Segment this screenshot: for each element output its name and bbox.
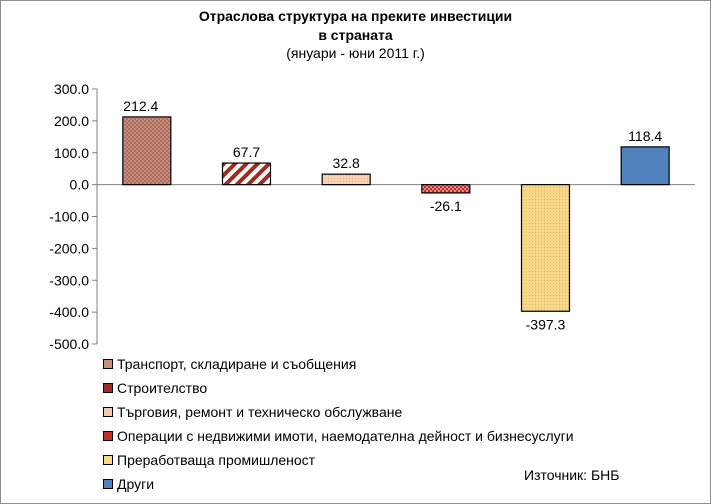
legend-label: Операции с недвижими имоти, наемодателна… [117, 428, 574, 444]
bar [122, 116, 172, 186]
data-label: 67.7 [233, 144, 260, 160]
chart-subtitle: (януари - юни 2011 г.) [286, 45, 425, 61]
legend-label: Търговия, ремонт и техническо обслужване [117, 404, 403, 420]
legend-item: Преработваща промишленост [103, 448, 574, 472]
legend-label: Транспорт, складиране и съобщения [117, 356, 357, 372]
data-label: -397.3 [526, 316, 566, 332]
legend-label: Преработваща промишленост [117, 452, 316, 468]
chart-title-line-2: в страната [318, 27, 393, 43]
chart-legend: Транспорт, складиране и съобщения Строите… [103, 352, 574, 496]
legend-swatch [103, 479, 113, 489]
y-tick-label: -500.0 [49, 336, 89, 352]
legend-swatch [103, 431, 113, 441]
y-tick-label: 200.0 [54, 113, 89, 129]
source-note: Източник: БНБ [524, 467, 620, 483]
chart-title: Отраслова структура на преките инвестици… [198, 8, 513, 24]
bar [421, 184, 471, 194]
data-label: 118.4 [628, 128, 662, 144]
bar [321, 173, 371, 186]
legend-label: Други [117, 476, 155, 492]
legend-item: Транспорт, складиране и съобщения [103, 352, 574, 376]
legend-swatch [103, 383, 113, 393]
bar [221, 162, 272, 186]
data-label: -26.1 [430, 198, 462, 214]
y-tick-label: -200.0 [49, 240, 89, 256]
y-tick-label: 300.0 [54, 81, 89, 97]
data-label: 32.8 [333, 155, 360, 171]
legend-swatch [103, 407, 113, 417]
legend-item: Други [103, 472, 574, 496]
y-tick-label: -300.0 [49, 272, 89, 288]
legend-item: Търговия, ремонт и техническо обслужване [103, 400, 574, 424]
legend-item: Операции с недвижими имоти, наемодателна… [103, 424, 574, 448]
legend-item: Строителство [103, 376, 574, 400]
y-tick-label: 0.0 [70, 177, 90, 193]
y-tick-label: 100.0 [54, 145, 89, 161]
bar [620, 146, 670, 186]
legend-label: Строителство [117, 380, 208, 396]
y-tick-label: -400.0 [49, 304, 89, 320]
data-label: 212.4 [123, 98, 158, 114]
bar [520, 184, 571, 312]
legend-swatch [103, 455, 113, 465]
legend-swatch [103, 359, 113, 369]
y-tick-label: -100.0 [49, 209, 89, 225]
